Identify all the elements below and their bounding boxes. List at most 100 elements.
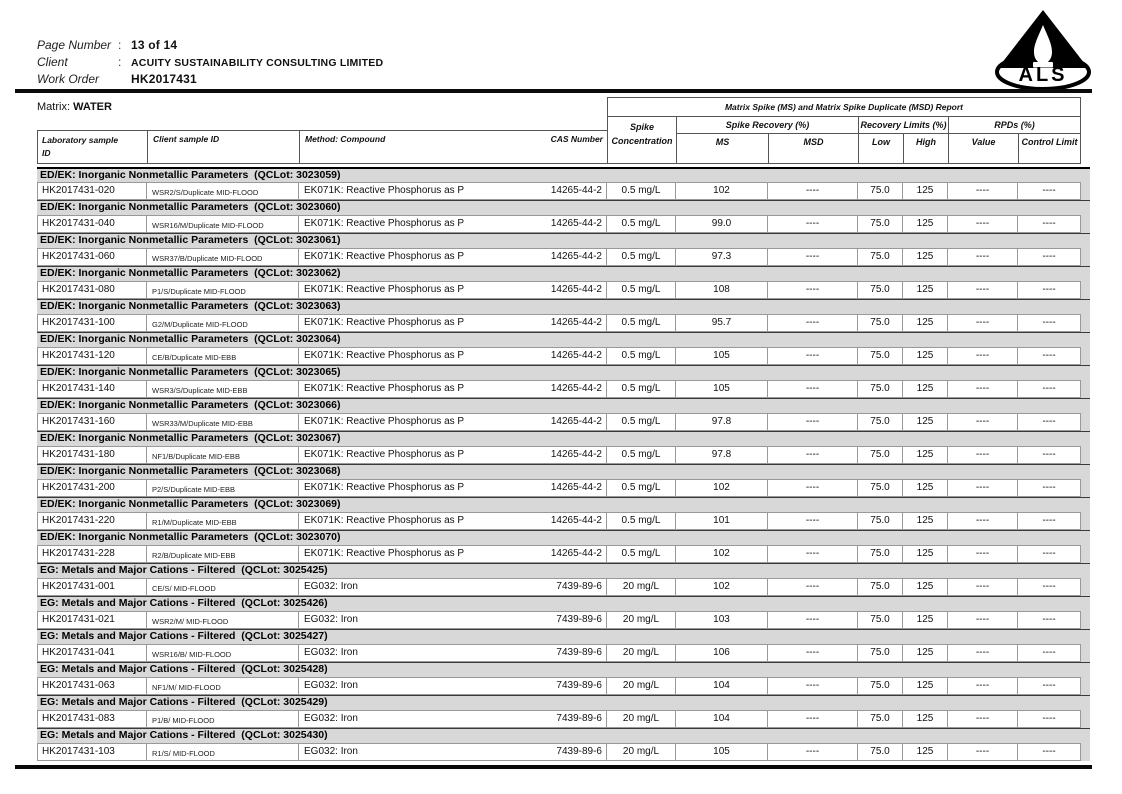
spike-concentration: 0.5 mg/L — [607, 215, 676, 233]
separator: : — [118, 38, 122, 52]
table-row: HK2017431-103 R1/S/ MID-FLOOD EG032: Iro… — [37, 743, 1090, 761]
recovery-limit-low: 75.0 — [858, 215, 903, 233]
rpd-value: ---- — [948, 248, 1018, 266]
client-sample-id: P1/B/ MID-FLOOD — [147, 710, 299, 728]
ms-recovery: 104 — [676, 677, 768, 695]
spike-concentration: 0.5 mg/L — [607, 281, 676, 299]
method-compound: EK071K: Reactive Phosphorus as P — [304, 185, 465, 196]
table-row: HK2017431-041 WSR16/B/ MID-FLOOD EG032: … — [37, 644, 1090, 662]
table-row: HK2017431-040 WSR16/M/Duplicate MID-FLOO… — [37, 215, 1090, 233]
msd-recovery: ---- — [768, 611, 858, 629]
recovery-limit-low: 75.0 — [858, 281, 903, 299]
recovery-limit-low: 75.0 — [858, 644, 903, 662]
client-sample-id: NF1/B/Duplicate MID-EBB — [147, 446, 299, 464]
spike-concentration: 0.5 mg/L — [607, 512, 676, 530]
msd-recovery: ---- — [768, 743, 858, 761]
table-row: HK2017431-021 WSR2/M/ MID-FLOOD EG032: I… — [37, 611, 1090, 629]
section-header-text: ED/EK: Inorganic Nonmetallic Parameters … — [40, 498, 341, 510]
recovery-limit-high: 125 — [903, 545, 948, 563]
table-row: HK2017431-120 CE/B/Duplicate MID-EBB EK0… — [37, 347, 1090, 365]
recovery-limit-high: 125 — [903, 578, 948, 596]
table-row: HK2017431-001 CE/S/ MID-FLOOD EG032: Iro… — [37, 578, 1090, 596]
section-header-text: ED/EK: Inorganic Nonmetallic Parameters … — [40, 432, 341, 444]
ms-recovery: 108 — [676, 281, 768, 299]
rpd-value: ---- — [948, 281, 1018, 299]
recovery-limit-low: 75.0 — [858, 380, 903, 398]
table-row: HK2017431-160 WSR33/M/Duplicate MID-EBB … — [37, 413, 1090, 431]
spike-concentration: 0.5 mg/L — [607, 314, 676, 332]
table-row: HK2017431-220 R1/M/Duplicate MID-EBB EK0… — [37, 512, 1090, 530]
section-header-text: ED/EK: Inorganic Nonmetallic Parameters … — [40, 531, 341, 543]
recovery-limit-high: 125 — [903, 347, 948, 365]
recovery-limit-low: 75.0 — [858, 710, 903, 728]
msd-recovery: ---- — [768, 479, 858, 497]
table-row: HK2017431-140 WSR3/S/Duplicate MID-EBB E… — [37, 380, 1090, 398]
msd-recovery: ---- — [768, 677, 858, 695]
spike-concentration: 0.5 mg/L — [607, 413, 676, 431]
method-compound: EK071K: Reactive Phosphorus as P — [304, 548, 465, 559]
rpd-control-limit: ---- — [1018, 347, 1081, 365]
method-compound: EK071K: Reactive Phosphorus as P — [304, 350, 465, 361]
rpd-control-limit: ---- — [1018, 743, 1081, 761]
ms-recovery: 102 — [676, 578, 768, 596]
spike-concentration: 0.5 mg/L — [607, 248, 676, 266]
section-header-text: EG: Metals and Major Cations - Filtered … — [40, 663, 328, 675]
recovery-limit-high: 125 — [903, 710, 948, 728]
ms-recovery: 105 — [676, 380, 768, 398]
method-cell: EK071K: Reactive Phosphorus as P 14265-4… — [299, 347, 607, 365]
work-order-row: Work Order HK2017431 — [37, 70, 383, 87]
lab-sample-id: HK2017431-160 — [37, 413, 147, 431]
method-compound: EG032: Iron — [304, 614, 358, 625]
method-cell: EK071K: Reactive Phosphorus as P 14265-4… — [299, 182, 607, 200]
page-number-label: Page Number — [37, 38, 112, 52]
recovery-limit-low: 75.0 — [858, 314, 903, 332]
table-row: HK2017431-200 P2/S/Duplicate MID-EBB EK0… — [37, 479, 1090, 497]
rpd-control-limit: ---- — [1018, 248, 1081, 266]
rpd-control-limit: ---- — [1018, 545, 1081, 563]
client-sample-id: CE/B/Duplicate MID-EBB — [147, 347, 299, 365]
spike-concentration: 20 mg/L — [607, 743, 676, 761]
client-sample-id: R1/M/Duplicate MID-EBB — [147, 512, 299, 530]
ms-recovery: 104 — [676, 710, 768, 728]
section-header: EG: Metals and Major Cations - Filtered … — [37, 662, 1090, 677]
client-sample-id: R1/S/ MID-FLOOD — [147, 743, 299, 761]
lab-sample-id: HK2017431-060 — [37, 248, 147, 266]
table-body: ED/EK: Inorganic Nonmetallic Parameters … — [37, 167, 1090, 761]
spike-concentration: 20 mg/L — [607, 578, 676, 596]
msd-recovery: ---- — [768, 446, 858, 464]
spike-concentration: 0.5 mg/L — [607, 347, 676, 365]
col-rpd-value: Value — [948, 133, 1019, 164]
rpd-value: ---- — [948, 611, 1018, 629]
section-header: ED/EK: Inorganic Nonmetallic Parameters … — [37, 530, 1090, 545]
lab-sample-id: HK2017431-041 — [37, 644, 147, 662]
client-sample-id: WSR2/S/Duplicate MID-FLOOD — [147, 182, 299, 200]
recovery-limit-high: 125 — [903, 611, 948, 629]
client-sample-id: NF1/M/ MID-FLOOD — [147, 677, 299, 695]
qc-lot-section: EG: Metals and Major Cations - Filtered … — [37, 662, 1090, 695]
rpd-control-limit: ---- — [1018, 578, 1081, 596]
section-header: ED/EK: Inorganic Nonmetallic Parameters … — [37, 431, 1090, 446]
cas-number: 14265-44-2 — [550, 317, 602, 328]
client-sample-id: G2/M/Duplicate MID-FLOOD — [147, 314, 299, 332]
recovery-limit-high: 125 — [903, 215, 948, 233]
cas-number: 14265-44-2 — [550, 383, 602, 394]
method-compound: EG032: Iron — [304, 713, 358, 724]
col-ms: MS — [676, 133, 769, 164]
rpd-value: ---- — [948, 314, 1018, 332]
lab-sample-id: HK2017431-020 — [37, 182, 147, 200]
msd-recovery: ---- — [768, 413, 858, 431]
cas-number: 7439-89-6 — [556, 680, 602, 691]
msd-recovery: ---- — [768, 215, 858, 233]
table-row: HK2017431-228 R2/B/Duplicate MID-EBB EK0… — [37, 545, 1090, 563]
method-cell: EK071K: Reactive Phosphorus as P 14265-4… — [299, 512, 607, 530]
ms-recovery: 105 — [676, 347, 768, 365]
client-sample-id: WSR3/S/Duplicate MID-EBB — [147, 380, 299, 398]
section-header-text: EG: Metals and Major Cations - Filtered … — [40, 729, 328, 741]
rpd-value: ---- — [948, 215, 1018, 233]
cas-number: 14265-44-2 — [550, 416, 602, 427]
method-cell: EK071K: Reactive Phosphorus as P 14265-4… — [299, 314, 607, 332]
method-cell: EG032: Iron 7439-89-6 — [299, 743, 607, 761]
qc-lot-section: ED/EK: Inorganic Nonmetallic Parameters … — [37, 464, 1090, 497]
document-meta: Page Number:13 of 14 Client: ACUITY SUSTA… — [37, 36, 383, 87]
